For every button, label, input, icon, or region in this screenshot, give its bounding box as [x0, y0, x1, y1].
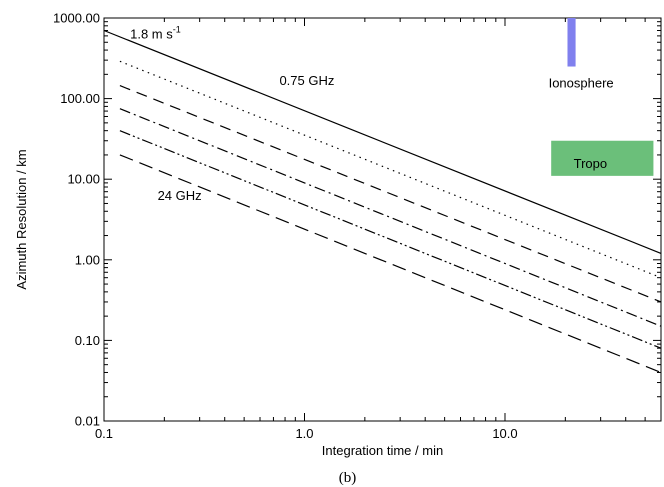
regions-layer	[551, 18, 654, 176]
annotation-superscript: -1	[173, 25, 181, 35]
x-tick-label: 1.0	[295, 426, 313, 441]
series-line-6	[119, 154, 662, 374]
y-axis-title: Azimuth Resolution / km	[14, 149, 29, 289]
plot-frame	[103, 17, 662, 422]
series-line-5	[119, 130, 662, 349]
y-tick-label: 1.00	[75, 252, 100, 267]
series-line-4	[119, 108, 662, 327]
annotation-24-ghz: 24 GHz	[158, 188, 202, 203]
x-axis-title: Integration time / min	[322, 443, 443, 458]
y-tick-label: 0.10	[75, 333, 100, 348]
figure-caption: (b)	[339, 470, 357, 486]
ticks-layer: 0.01 0.10 1.00 10.00 100.00 1000.00 0.1 1.0 10.0	[53, 11, 662, 441]
annotation-tropo: Tropo	[574, 156, 607, 171]
annotation-1-8-m-s: 1.8 m s-1	[130, 25, 181, 42]
series-layer	[103, 29, 662, 374]
series-line-3	[119, 85, 662, 303]
x-tick-label: 0.1	[95, 426, 113, 441]
annotation-0-75-ghz: 0.75 GHz	[279, 73, 334, 88]
y-tick-label: 1000.00	[53, 11, 100, 26]
y-tick-label: 10.00	[67, 172, 100, 187]
series-line-2	[119, 60, 662, 279]
y-tick-label: 0.01	[75, 414, 100, 429]
annotation-ionosphere: Ionosphere	[549, 75, 614, 90]
series-line-1	[103, 29, 662, 254]
x-tick-label: 10.0	[492, 426, 517, 441]
y-tick-label: 100.00	[60, 91, 100, 106]
region-tropo	[551, 140, 654, 176]
annotations-layer: 1.8 m s-1 0.75 GHz 24 GHz Ionosphere Tropo	[130, 25, 614, 203]
region-ionosphere	[567, 18, 576, 67]
